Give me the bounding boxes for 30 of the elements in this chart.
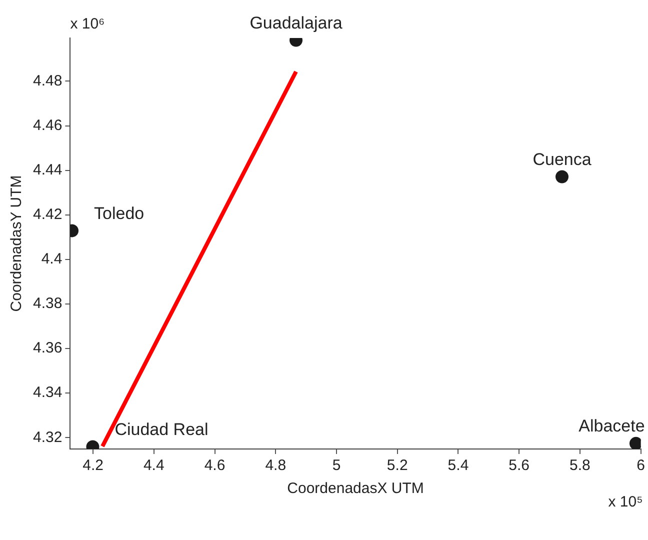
y-tick-label: 4.38: [32, 295, 62, 312]
y-tick-label: 4.48: [32, 72, 62, 90]
text: x 10⁶: [70, 16, 105, 33]
x-tick-label: 4.2: [82, 457, 104, 474]
point: [629, 436, 641, 449]
x-tick-label: 6: [636, 457, 645, 474]
y-tick-label: 4.32: [32, 428, 62, 446]
x-axis-title: CoordenadasX UTM: [287, 480, 424, 498]
y-tick-label: 4.46: [32, 116, 62, 134]
x-tick-label: 4.4: [143, 457, 164, 474]
annotation: Guadalajara: [250, 13, 343, 32]
annotation: Albacete: [578, 416, 645, 436]
x-tick-label: 4.6: [204, 457, 226, 474]
y-tick-label: 4.36: [32, 340, 62, 357]
y-tick-label: 4.4: [41, 250, 62, 268]
y-axis-title: CoordenadasY UTM: [8, 175, 26, 312]
x-tick-label: 5.8: [570, 457, 590, 474]
annotation: Ciudad Real: [114, 420, 208, 439]
x-tick-label: 5.2: [386, 457, 408, 474]
x-tick-label: 5.4: [448, 457, 469, 474]
x-tick-label: 4.8: [265, 457, 286, 474]
text: x 10⁵: [608, 494, 643, 511]
point: [556, 170, 569, 184]
x-tick-label: 5.6: [508, 457, 530, 474]
y-tick-label: 4.34: [32, 384, 62, 402]
annotation: Toledo: [94, 204, 144, 223]
annotation: Cuenca: [532, 150, 592, 169]
y-tick-label: 4.42: [32, 206, 62, 224]
x-tick-label: 5: [332, 457, 341, 474]
y-tick-label: 4.44: [32, 161, 62, 178]
